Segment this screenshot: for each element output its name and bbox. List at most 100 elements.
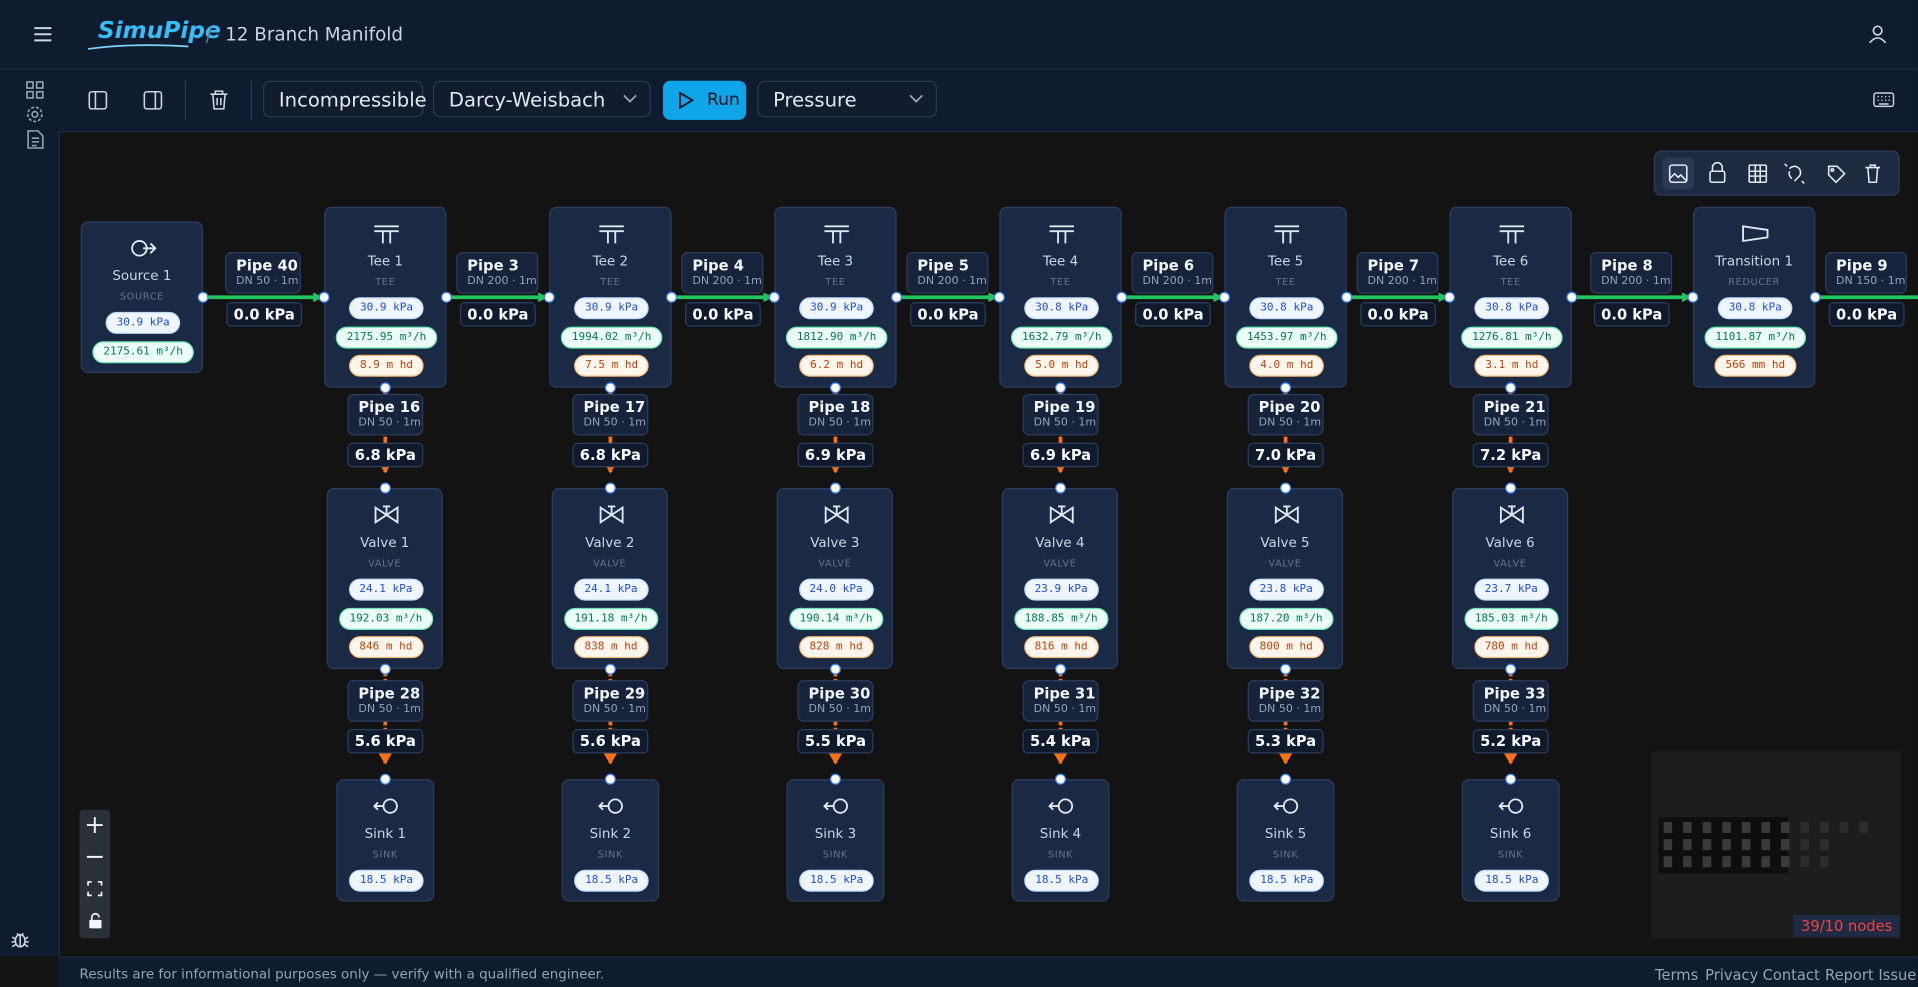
port: [1280, 482, 1292, 494]
zoom-out-button[interactable]: [86, 848, 104, 866]
user-button[interactable]: [1868, 24, 1888, 44]
node-label: Sink 2: [589, 825, 632, 842]
node-kind: VALVE: [1268, 557, 1302, 569]
node-valve[interactable]: Valve 6 VALVE 23.7 kPa 185.03 m³/h 780 m hd: [1451, 488, 1569, 670]
node-icon: [373, 505, 398, 525]
node-sink[interactable]: Sink 2 SINK 18.5 kPa: [561, 779, 660, 902]
minimap-node: [1859, 821, 1868, 834]
delete-button[interactable]: [209, 89, 229, 110]
footer-link[interactable]: Contact: [1762, 966, 1820, 984]
reading-pressure: 24.0 kPa: [798, 578, 874, 601]
pipe-label[interactable]: Pipe 4 DN 200 · 1m: [681, 251, 764, 294]
minimap-node: [1780, 821, 1790, 834]
node-tee[interactable]: Tee 1 TEE 30.9 kPa 2175.95 m³/h 8.9 m hd: [324, 206, 447, 388]
reading-flow: 1632.79 m³/h: [1010, 326, 1113, 349]
pipe-label[interactable]: Pipe 6 DN 200 · 1m: [1131, 251, 1214, 294]
minimap-node: [1722, 856, 1731, 868]
node-tee[interactable]: Tee 2 TEE 30.9 kPa 1994.02 m³/h 7.5 m hd: [549, 206, 672, 388]
pipe-label[interactable]: Pipe 17 DN 50 · 1m: [572, 393, 649, 436]
zoom-in-button[interactable]: [86, 816, 104, 834]
pipe-label[interactable]: Pipe 5 DN 200 · 1m: [906, 251, 989, 294]
node-valve[interactable]: Valve 4 VALVE 23.9 kPa 188.85 m³/h 816 m hd: [1001, 488, 1119, 670]
reading-pressure: 18.5 kPa: [1474, 869, 1550, 892]
pipe-label[interactable]: Pipe 18 DN 50 · 1m: [797, 393, 874, 436]
pipe-label[interactable]: Pipe 30 DN 50 · 1m: [797, 680, 874, 722]
node-valve[interactable]: Valve 1 VALVE 24.1 kPa 192.03 m³/h 846 m hd: [326, 488, 443, 670]
reading-head: 5.0 m hd: [1024, 354, 1100, 377]
node-tee[interactable]: Tee 4 TEE 30.8 kPa 1632.79 m³/h 5.0 m hd: [999, 206, 1122, 388]
reading-pressure: 24.1 kPa: [348, 578, 424, 601]
footer-link[interactable]: Privacy: [1705, 966, 1759, 984]
node-kind: VALVE: [1493, 557, 1527, 569]
left-panel-button[interactable]: [88, 90, 108, 111]
node-valve[interactable]: Valve 3 VALVE 24.0 kPa 190.14 m³/h 828 m hd: [776, 488, 893, 670]
pipe-label[interactable]: Pipe 32 DN 50 · 1m: [1247, 680, 1324, 722]
node-tee[interactable]: Tee 6 TEE 30.8 kPa 1276.81 m³/h 3.1 m hd: [1449, 206, 1572, 388]
node-sink[interactable]: Sink 5 SINK 18.5 kPa: [1236, 779, 1335, 902]
menu-button[interactable]: [33, 24, 53, 44]
pipe-label[interactable]: Pipe 40 DN 50 · 1m: [225, 251, 301, 294]
reading-pressure: 30.9 kPa: [799, 297, 875, 320]
port: [829, 382, 841, 394]
pipe-label[interactable]: Pipe 31 DN 50 · 1m: [1022, 680, 1099, 722]
port: [440, 291, 452, 303]
node-label: Valve 5: [1260, 534, 1310, 551]
pipe-label[interactable]: Pipe 3 DN 200 · 1m: [456, 251, 539, 294]
footer-link[interactable]: Report Issue: [1825, 966, 1917, 984]
node-valve[interactable]: Valve 2 VALVE 24.1 kPa 191.18 m³/h 838 m hd: [551, 488, 668, 670]
logo[interactable]: SimuPipe: [97, 17, 221, 45]
node-label: Tee 3: [817, 253, 854, 270]
node-tee[interactable]: Tee 3 TEE 30.9 kPa 1812.90 m³/h 6.2 m hd: [774, 206, 897, 388]
minimap-node: [1761, 821, 1770, 834]
dashboard-button[interactable]: [26, 81, 44, 99]
pipe-label[interactable]: Pipe 20 DN 50 · 1m: [1247, 393, 1324, 436]
view-mode-select[interactable]: Pressure: [757, 80, 937, 118]
run-label: Run: [707, 90, 740, 111]
pipe-label[interactable]: Pipe 29 DN 50 · 1m: [572, 680, 649, 722]
node-sink[interactable]: Sink 4 SINK 18.5 kPa: [1011, 779, 1110, 902]
pipe-label[interactable]: Pipe 7 DN 200 · 1m: [1356, 251, 1439, 294]
pipe-name: Pipe 19: [1033, 398, 1096, 416]
minimap-drawing: [1658, 817, 1868, 874]
node-tee[interactable]: Tee 5 TEE 30.8 kPa 1453.97 m³/h 4.0 m hd: [1224, 206, 1347, 388]
node-sink[interactable]: Sink 1 SINK 18.5 kPa: [336, 779, 435, 902]
node-valve[interactable]: Valve 5 VALVE 23.8 kPa 187.20 m³/h 800 m hd: [1226, 488, 1344, 670]
port: [197, 291, 209, 303]
pipe-spec: DN 50 · 1m: [1483, 703, 1547, 716]
sidebar: [0, 69, 60, 957]
settings-button[interactable]: [26, 105, 44, 123]
toolbar-divider: [184, 80, 186, 120]
flow-model-select[interactable]: Incompressible: [262, 80, 427, 118]
node-sink[interactable]: Sink 6 SINK 18.5 kPa: [1461, 779, 1560, 902]
pipe-label[interactable]: Pipe 9 DN 150 · 1m: [1825, 251, 1907, 294]
pipe-label[interactable]: Pipe 16 DN 50 · 1m: [347, 393, 424, 436]
pipe-label[interactable]: Pipe 28 DN 50 · 1m: [347, 680, 424, 722]
pipe-label[interactable]: Pipe 19 DN 50 · 1m: [1022, 393, 1099, 436]
pipe-label[interactable]: Pipe 33 DN 50 · 1m: [1472, 680, 1549, 722]
footer-link[interactable]: Terms: [1655, 966, 1699, 984]
fit-view-button[interactable]: [87, 881, 103, 897]
pipe-spec: DN 200 · 1m: [1601, 275, 1671, 288]
canvas-tool-icons: [1662, 157, 1881, 190]
port: [1116, 291, 1128, 303]
node-source[interactable]: Source 1 SOURCE 30.9 kPa 2175.61 m³/h: [80, 221, 204, 374]
friction-model-select[interactable]: Darcy-Weisbach: [433, 80, 651, 118]
lock-button[interactable]: [88, 912, 103, 930]
node-label: Tee 1: [367, 253, 403, 270]
node-kind: TEE: [1275, 276, 1296, 288]
right-panel-button[interactable]: [143, 90, 163, 111]
pipe-pressure: 6.9 kPa: [797, 442, 874, 468]
minimap-node: [1683, 856, 1692, 868]
debug-button[interactable]: [10, 928, 31, 949]
report-button[interactable]: [27, 130, 44, 150]
node-reducer[interactable]: Transition 1 REDUCER 30.8 kPa 1101.87 m³/h 5…: [1692, 206, 1816, 388]
node-kind: VALVE: [1043, 557, 1077, 569]
keyboard-button[interactable]: [1873, 92, 1895, 108]
node-sink[interactable]: Sink 3 SINK 18.5 kPa: [786, 779, 885, 902]
pipe-label[interactable]: Pipe 21 DN 50 · 1m: [1472, 393, 1549, 436]
pipe-label[interactable]: Pipe 8 DN 200 · 1m: [1590, 251, 1673, 294]
pipe-spec: DN 50 · 1m: [358, 417, 421, 430]
pipe-name: Pipe 18: [808, 398, 871, 416]
run-button[interactable]: Run: [662, 80, 747, 120]
